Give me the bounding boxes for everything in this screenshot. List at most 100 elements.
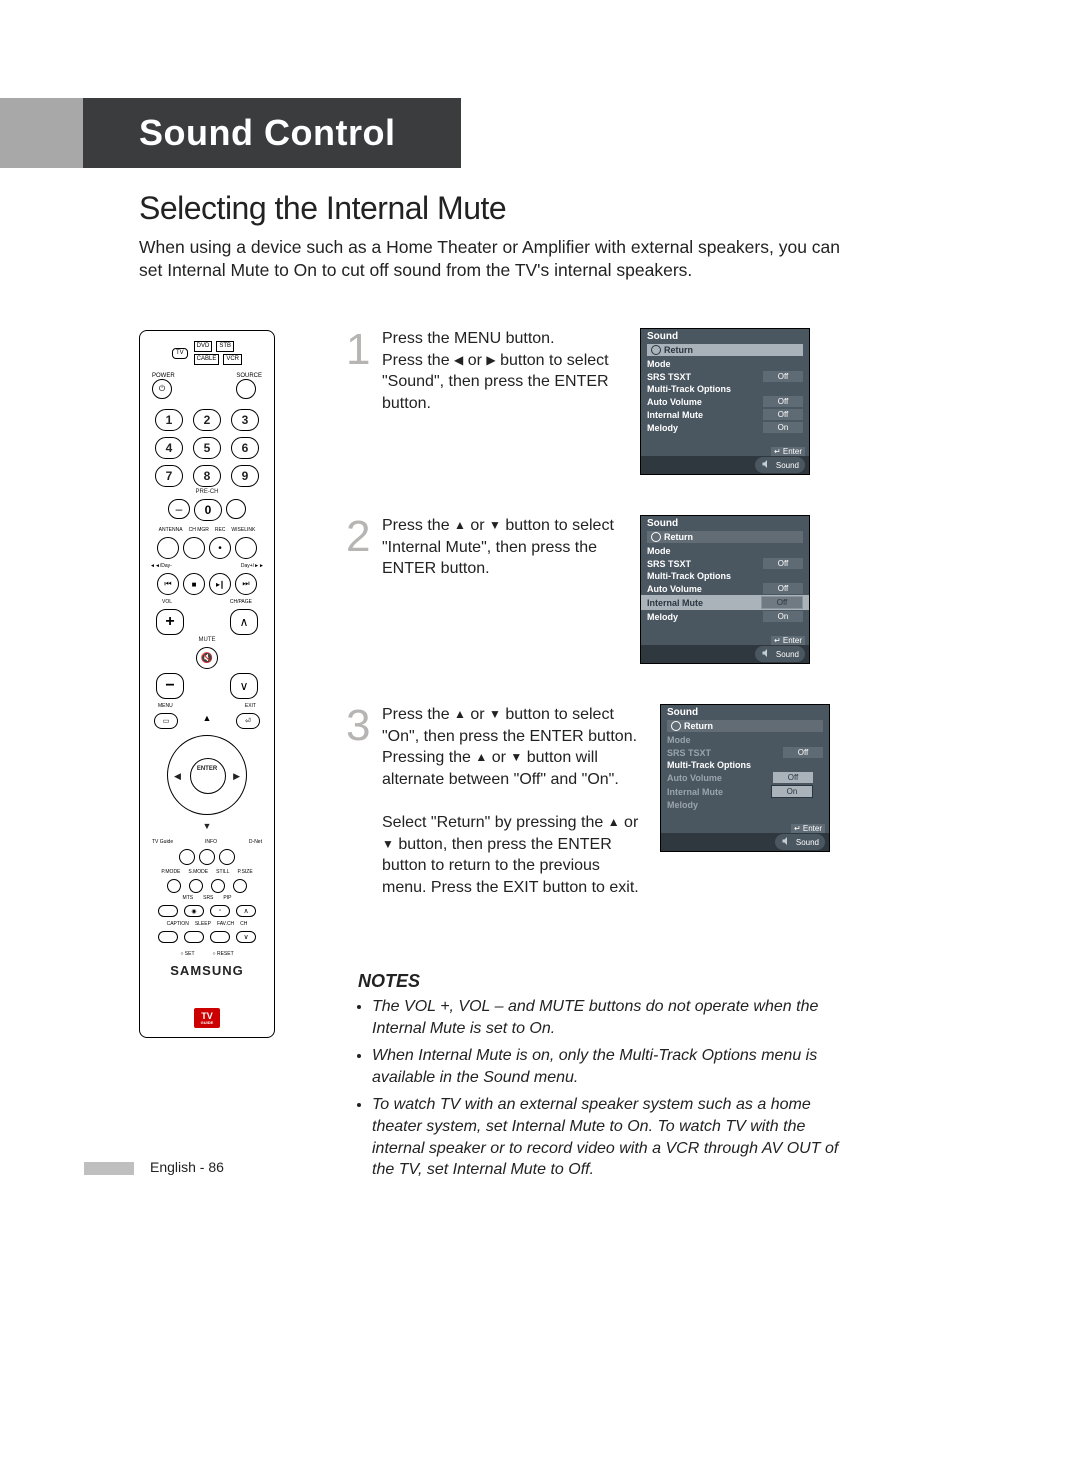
osd2-mode: Mode [647,546,803,556]
favch-label: FAV.CH [217,921,234,927]
section-title: Sound Control [139,112,395,154]
osd1-multi: Multi-Track Options [647,384,803,394]
nav-left-icon: ◀ [174,771,181,782]
page-subtitle: Selecting the Internal Mute [139,190,506,227]
up-triangle-icon: ▲ [475,750,487,764]
osd2-auto: Auto Volume [647,584,759,594]
step-1-number: 1 [346,328,374,414]
enter-label: ENTER [168,766,246,772]
left-triangle-icon: ◀ [454,353,463,367]
sleep-label: SLEEP [195,921,211,927]
samsung-logo: SAMSUNG [140,963,274,978]
osd2-title: Sound [641,516,809,531]
remote-dvd-chip: DVD [194,341,213,352]
remote-vcr-chip: VCR [223,354,242,365]
srs-label: SRS [203,895,213,901]
favch-button [210,931,230,943]
set-label: ○ SET [180,951,194,957]
remote-illustration: TV DVD STB CABLE VCR POWER ⏻ SOURCE [139,330,275,1038]
speaker-icon [761,647,773,661]
tvguide-button [179,849,195,865]
up-triangle-icon: ▲ [608,815,620,829]
rewind-button: ⏮ [157,573,179,595]
osd1-internal: Internal Mute [647,410,759,420]
mts-label: MTS [183,895,194,901]
osd1-internal-val: Off [763,409,803,420]
step-1: 1 Press the MENU button. Press the ◀ or … [346,328,622,414]
num-1: 1 [155,409,183,431]
num-5: 5 [193,437,221,459]
steps-container: 1 Press the MENU button. Press the ◀ or … [346,328,956,898]
osd3-melody: Melody [667,800,823,810]
osd2-srs-val: Off [763,558,803,569]
day-minus-label: ◄◄/Day- [150,563,172,569]
info-button [199,849,215,865]
source-button [236,379,256,399]
psize-label: P.SIZE [237,869,252,875]
mts-button [158,905,178,917]
osd2-return: Return [647,531,803,543]
caption-button [158,931,178,943]
osd-menu-1: Sound Return Mode SRS TSXTOff Multi-Trac… [640,328,810,475]
manual-page: Sound Control Selecting the Internal Mut… [0,0,1080,1473]
still-button [211,879,225,893]
osd-menu-2: Sound Return Mode SRS TSXT Off Multi-Trac… [640,515,810,664]
pip-up-button: ∧ [236,905,256,917]
down-triangle-icon: ▼ [489,707,501,721]
osd2-enter: ↵ Enter [771,636,805,645]
ch-down-button: ∨ [230,673,258,699]
footer-bar [84,1162,134,1175]
osd3-multi: Multi-Track Options [667,760,823,770]
menu-button: ▭ [154,713,178,729]
remote-source-label: SOURCE [236,373,262,379]
remote-prech-label: PRE-CH [140,489,274,495]
forward-button: ⏭ [235,573,257,595]
return-icon [651,345,661,355]
up-triangle-icon: ▲ [454,707,466,721]
step-2-number: 2 [346,515,374,580]
num-4: 4 [155,437,183,459]
tvguide-logo-icon: TV GUIDE [194,1008,220,1028]
antenna-button [157,537,179,559]
day-plus-label: Day+/►► [241,563,264,569]
num-0: 0 [194,499,222,521]
note-item: To watch TV with an external speaker sys… [372,1094,858,1180]
vol-up-button: + [156,609,184,635]
osd3-srs: SRS TSXT [667,748,779,758]
remote-chmgr-label: CH MGR [189,527,209,533]
up-triangle-icon: ▲ [454,518,466,532]
exit-button: ⏎ [236,713,260,729]
speaker-icon [781,835,793,849]
page-number: English - 86 [150,1159,224,1175]
osd3-footer-sound: Sound [775,834,825,850]
osd3-internal: Internal Mute [667,787,777,797]
sleep-button [184,931,204,943]
remote-chpage-label: CH/PAGE [230,599,252,605]
play-pause-button: ▸∥ [209,573,231,595]
nav-right-icon: ▶ [233,771,240,782]
remote-antenna-label: ANTENNA [159,527,183,533]
still-label: STILL [216,869,229,875]
num-3: 3 [231,409,259,431]
pip-label: PIP [223,895,231,901]
chmgr-button [183,537,205,559]
osd1-melody-val: On [763,422,803,433]
remote-cable-chip: CABLE [194,354,220,365]
dash-button: – [168,499,190,519]
side-tab [0,98,83,168]
info-label: INFO [205,839,217,845]
osd3-auto: Auto Volume [667,773,779,783]
dnet-button [219,849,235,865]
osd2-multi: Multi-Track Options [647,571,803,581]
down-triangle-icon: ▼ [510,750,522,764]
smode-label: S.MODE [188,869,208,875]
pmode-label: P.MODE [161,869,180,875]
speaker-icon [761,458,773,472]
osd1-return: Return [647,344,803,356]
osd2-srs: SRS TSXT [647,559,759,569]
osd1-srs-val: Off [763,371,803,382]
osd1-auto: Auto Volume [647,397,759,407]
section-title-bar: Sound Control [83,98,461,168]
srs-button: ◉ [184,905,204,917]
step-3: 3 Press the ▲ or ▼ button to select "On"… [346,704,642,898]
